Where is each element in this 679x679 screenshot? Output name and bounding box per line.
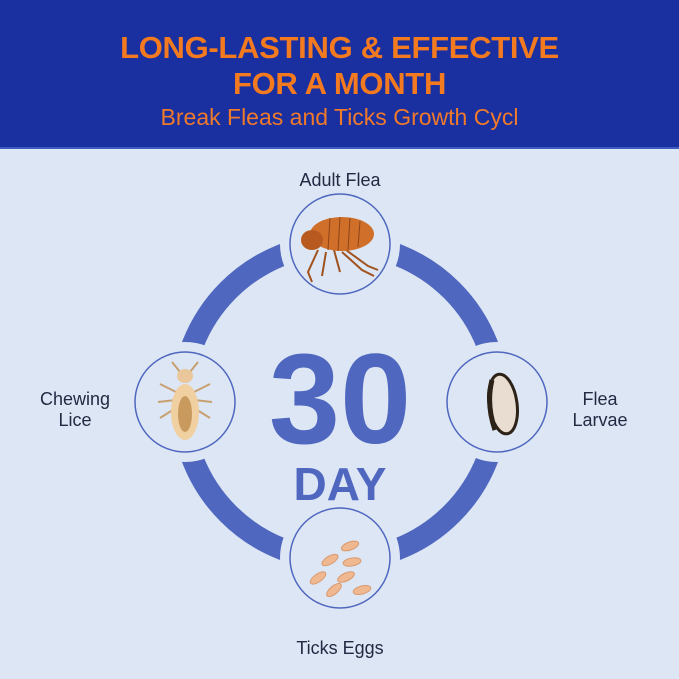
- label-chewing-lice-line-2: Lice: [58, 410, 92, 430]
- label-flea-larvae-line-1: Flea: [582, 389, 618, 409]
- label-flea-larvae-line-2: Larvae: [572, 410, 628, 430]
- tick-eggs-icon: [309, 540, 372, 598]
- cycle-diagram: 30 DAY: [125, 184, 557, 618]
- adult-flea-icon: [301, 216, 379, 283]
- flea-larvae-icon: [487, 372, 519, 436]
- label-adult-flea: Adult Flea: [299, 170, 381, 190]
- label-ticks-eggs: Ticks Eggs: [296, 638, 384, 658]
- day-count: 30: [269, 328, 411, 471]
- label-flea-larvae: Flea Larvae: [545, 389, 655, 431]
- label-chewing-lice-line-1: Chewing: [39, 389, 111, 409]
- day-unit: DAY: [294, 458, 387, 510]
- header-banner: LONG-LASTING & EFFECTIVE FOR A MONTH Bre…: [0, 0, 679, 149]
- flea-larvae-circle: [446, 351, 548, 453]
- tick-eggs-circle: [289, 507, 391, 609]
- headline: LONG-LASTING & EFFECTIVE FOR A MONTH: [0, 30, 679, 102]
- chewing-lice-circle: [134, 351, 236, 453]
- subtitle: Break Fleas and Ticks Growth Cycl: [160, 104, 519, 130]
- chewing-lice-icon: [157, 361, 213, 440]
- label-chewing-lice: Chewing Lice: [20, 389, 130, 431]
- headline-line-1: LONG-LASTING & EFFECTIVE: [120, 30, 559, 65]
- adult-flea-circle: [289, 193, 391, 295]
- headline-line-2: FOR A MONTH: [232, 66, 447, 101]
